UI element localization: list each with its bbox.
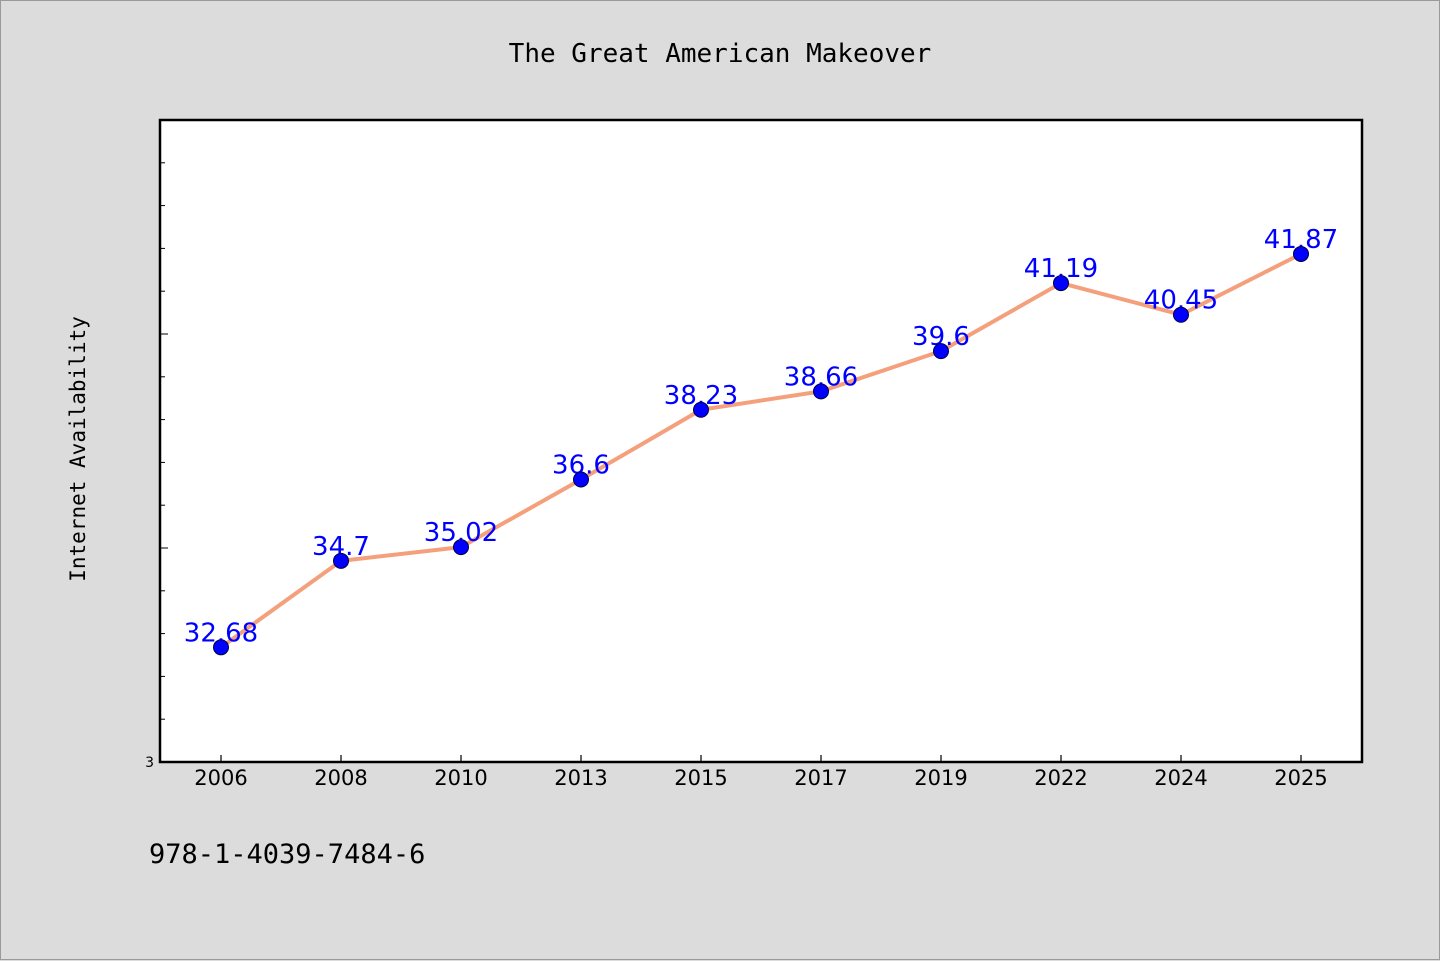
isbn-footer: 978-1-4039-7484-6 bbox=[149, 839, 425, 870]
y-axis-label: Internet Availability bbox=[66, 316, 90, 582]
x-tick-label: 2006 bbox=[194, 766, 247, 790]
x-tick-label: 2008 bbox=[314, 766, 367, 790]
data-point bbox=[1173, 306, 1189, 323]
data-point bbox=[573, 471, 589, 488]
data-point bbox=[213, 639, 229, 656]
data-point bbox=[1053, 275, 1069, 292]
x-tick-label: 2019 bbox=[914, 766, 967, 790]
x-tick-label: 2015 bbox=[674, 766, 727, 790]
x-tick-label: 2017 bbox=[794, 766, 847, 790]
data-point bbox=[333, 552, 349, 569]
x-tick-label: 2024 bbox=[1154, 766, 1207, 790]
data-point bbox=[693, 401, 709, 418]
y-tick-label: 3 bbox=[145, 755, 154, 771]
chart-marks: 3 2006 2008 2010 2013 2015 2017 2019 2022 2024 202… bbox=[145, 162, 1338, 790]
data-point bbox=[813, 383, 829, 400]
x-tick-label: 2025 bbox=[1274, 766, 1327, 790]
x-tick-label: 2010 bbox=[434, 766, 487, 790]
series-line bbox=[219, 251, 1303, 650]
x-tick-label: 2022 bbox=[1034, 766, 1087, 790]
data-point bbox=[1293, 245, 1309, 262]
plot-area bbox=[158, 118, 1364, 764]
data-point bbox=[933, 343, 949, 360]
data-point bbox=[453, 539, 469, 556]
chart-title: The Great American Makeover bbox=[509, 39, 932, 69]
x-tick-label: 2013 bbox=[554, 766, 607, 790]
